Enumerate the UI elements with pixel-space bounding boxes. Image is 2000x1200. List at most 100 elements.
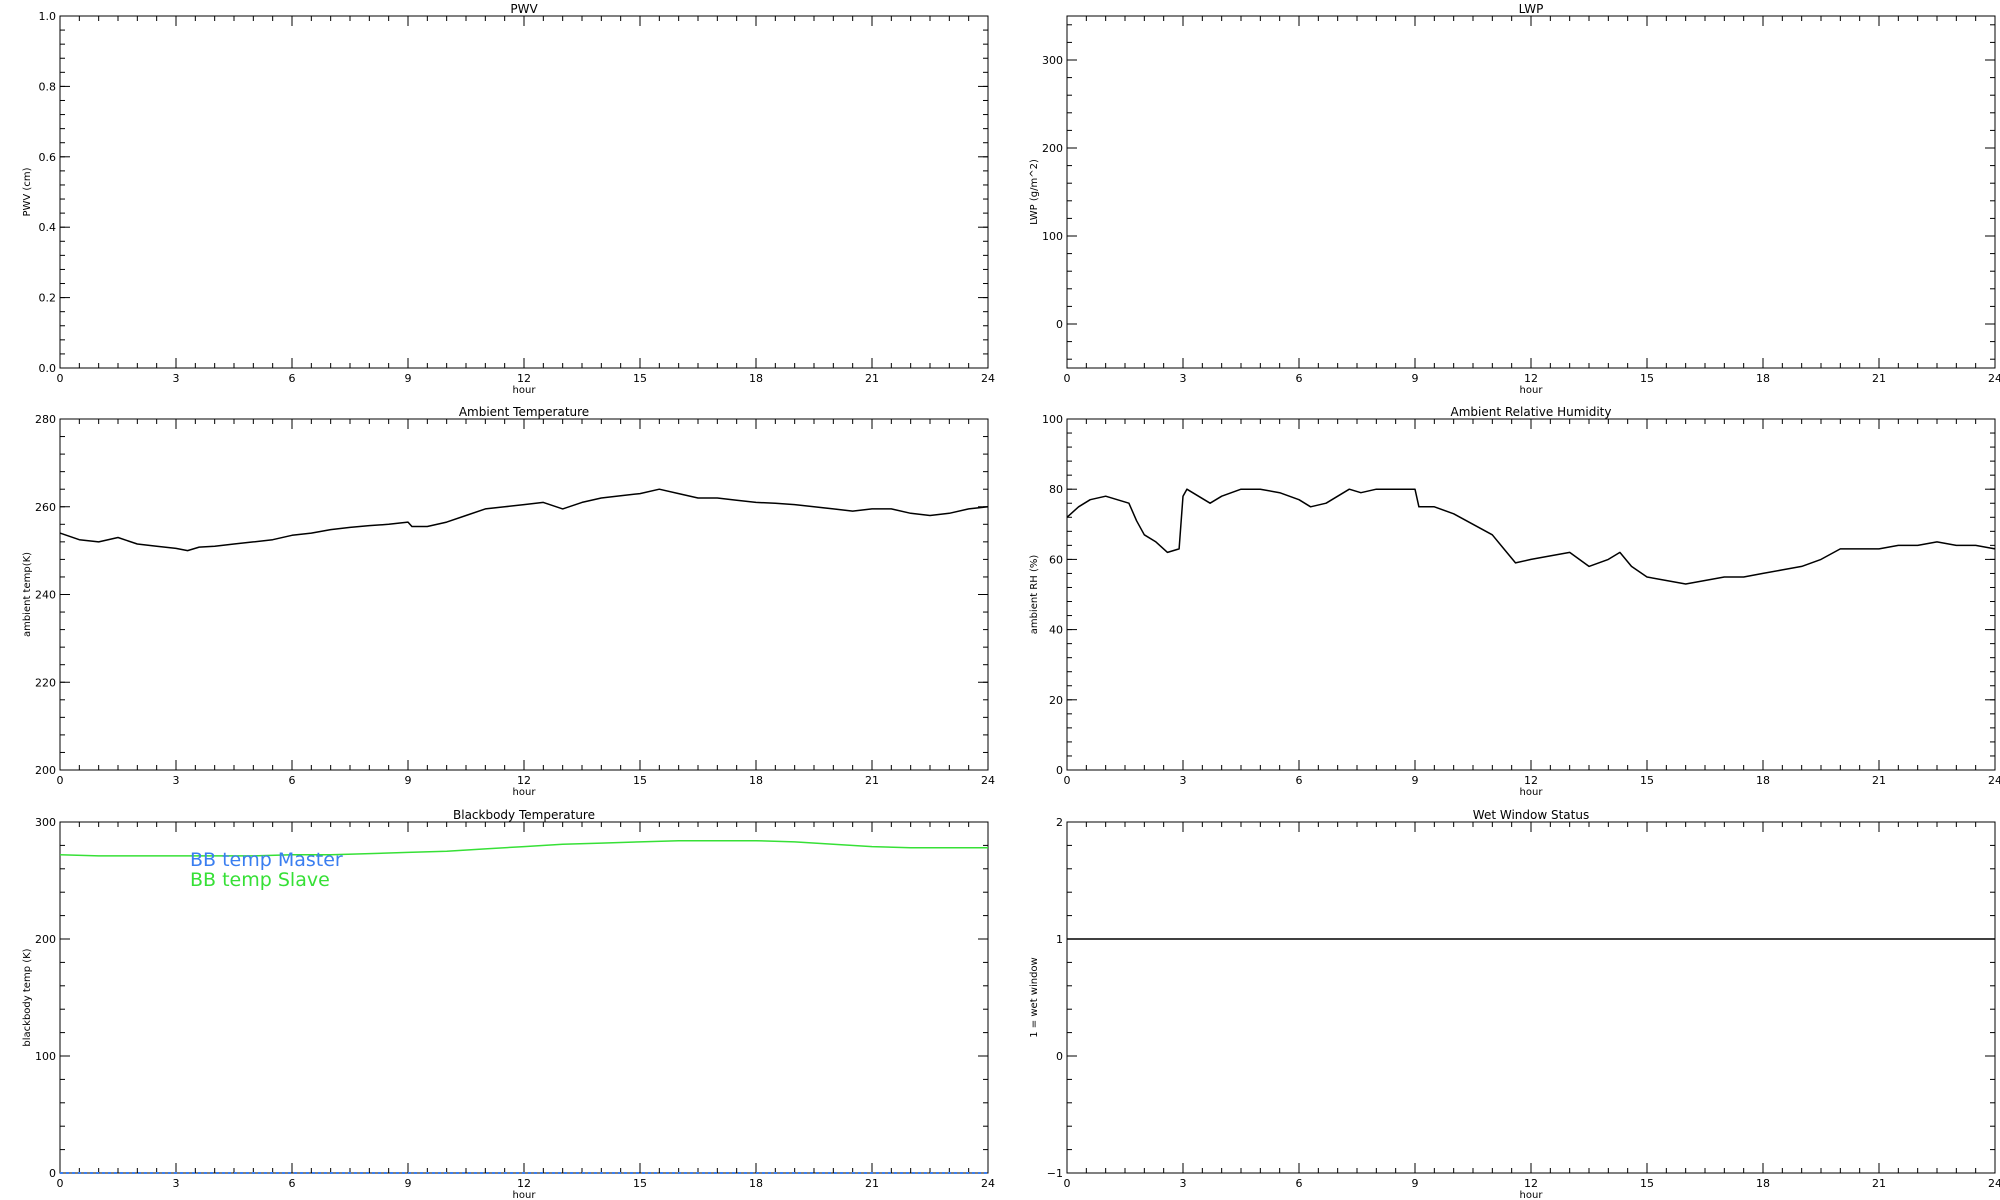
x-tick-label: 3 bbox=[1180, 774, 1187, 787]
series-line-0 bbox=[1066, 488, 1996, 585]
x-tick-label: 9 bbox=[1412, 372, 1419, 385]
x-tick-label: 12 bbox=[1524, 372, 1538, 385]
x-tick-label: 18 bbox=[1756, 372, 1770, 385]
plot-frame bbox=[59, 15, 989, 369]
x-tick-label: 6 bbox=[289, 774, 296, 787]
x-tick-label: 21 bbox=[865, 372, 879, 385]
y-tick-label: 0 bbox=[1056, 764, 1063, 777]
x-tick-label: 15 bbox=[633, 774, 647, 787]
x-tick-label: 24 bbox=[981, 774, 995, 787]
x-axis-label: hour bbox=[1520, 787, 1544, 798]
x-axis-label: hour bbox=[513, 787, 537, 798]
plot-frame bbox=[1066, 418, 1996, 771]
x-tick-label: 15 bbox=[1640, 372, 1654, 385]
x-tick-label: 18 bbox=[1756, 1177, 1770, 1190]
x-tick-label: 0 bbox=[57, 372, 64, 385]
x-tick-label: 9 bbox=[405, 774, 412, 787]
y-axis-label: LWP (g/m^2) bbox=[1029, 159, 1040, 225]
plot-frame bbox=[1066, 15, 1996, 369]
x-tick-label: 0 bbox=[57, 1177, 64, 1190]
x-tick-label: 0 bbox=[57, 774, 64, 787]
x-tick-label: 21 bbox=[1872, 372, 1886, 385]
y-tick-label: 300 bbox=[35, 816, 56, 829]
y-tick-label: 0.8 bbox=[39, 80, 57, 93]
y-tick-label: 0.2 bbox=[39, 292, 57, 305]
y-tick-label: 2 bbox=[1056, 816, 1063, 829]
x-tick-label: 0 bbox=[1064, 1177, 1071, 1190]
x-tick-label: 18 bbox=[749, 372, 763, 385]
bb-temp-panel: 0 3 6 9 12 15 18 21 24 0 100 200 300 Blackbody Temper… bbox=[22, 808, 995, 1200]
legend-entry: BB temp Slave bbox=[190, 869, 330, 891]
plot-frame bbox=[1066, 821, 1996, 1174]
x-tick-label: 6 bbox=[1296, 774, 1303, 787]
x-tick-label: 21 bbox=[1872, 774, 1886, 787]
y-tick-label: 280 bbox=[35, 413, 56, 426]
y-tick-label: 260 bbox=[35, 501, 56, 514]
legend-entry: BB temp Master bbox=[190, 849, 343, 871]
chart-title: Ambient Temperature bbox=[459, 405, 589, 419]
lwp-panel: 0 3 6 9 12 15 18 21 24 0 100 200 300 LWP hour LWP (g/m^… bbox=[1029, 2, 2000, 396]
x-tick-label: 12 bbox=[517, 774, 531, 787]
y-tick-label: 0.4 bbox=[39, 221, 57, 234]
y-tick-label: 100 bbox=[35, 1050, 56, 1063]
x-tick-label: 3 bbox=[173, 774, 180, 787]
x-tick-label: 9 bbox=[1412, 774, 1419, 787]
x-tick-label: 21 bbox=[865, 774, 879, 787]
x-tick-label: 6 bbox=[1296, 1177, 1303, 1190]
y-axis-label: PWV (cm) bbox=[22, 167, 33, 216]
x-tick-label: 6 bbox=[289, 372, 296, 385]
x-tick-label: 12 bbox=[1524, 774, 1538, 787]
y-axis-label: ambient temp(K) bbox=[22, 552, 33, 637]
chart-title: Blackbody Temperature bbox=[453, 808, 595, 822]
x-tick-label: 12 bbox=[517, 372, 531, 385]
x-tick-label: 12 bbox=[1524, 1177, 1538, 1190]
x-tick-label: 3 bbox=[1180, 1177, 1187, 1190]
x-tick-label: 21 bbox=[865, 1177, 879, 1190]
chart-title: Ambient Relative Humidity bbox=[1451, 405, 1612, 419]
y-tick-label: 40 bbox=[1049, 624, 1063, 637]
x-axis-label: hour bbox=[1520, 1190, 1544, 1200]
y-axis-label: ambient RH (%) bbox=[1029, 555, 1040, 635]
y-tick-label: 220 bbox=[35, 676, 56, 689]
x-tick-label: 15 bbox=[1640, 774, 1654, 787]
x-tick-label: 9 bbox=[405, 1177, 412, 1190]
ambient-temp-panel: 0 3 6 9 12 15 18 21 24 200 220 240 260 280 Ambient Tem… bbox=[22, 405, 995, 798]
chart-title: PWV bbox=[510, 2, 538, 16]
y-tick-label: 100 bbox=[1042, 413, 1063, 426]
x-tick-label: 6 bbox=[1296, 372, 1303, 385]
x-tick-label: 24 bbox=[1988, 372, 2000, 385]
x-tick-label: 24 bbox=[981, 1177, 995, 1190]
x-tick-label: 6 bbox=[289, 1177, 296, 1190]
y-axis-label: blackbody temp (K) bbox=[22, 948, 33, 1046]
x-tick-label: 24 bbox=[981, 372, 995, 385]
x-tick-label: 18 bbox=[1756, 774, 1770, 787]
x-tick-label: 3 bbox=[173, 1177, 180, 1190]
x-tick-label: 3 bbox=[173, 372, 180, 385]
x-tick-label: 9 bbox=[1412, 1177, 1419, 1190]
ambient-rh-panel: 0 3 6 9 12 15 18 21 24 0 20 40 60 80 100 Ambient Relati… bbox=[1029, 405, 2000, 798]
x-tick-label: 3 bbox=[1180, 372, 1187, 385]
x-tick-label: 21 bbox=[1872, 1177, 1886, 1190]
y-axis-label: 1 = wet window bbox=[1029, 957, 1040, 1037]
pwv-panel: 0 3 6 9 12 15 18 21 24 0.0 0.2 0.4 0.6 0.8 1.0 PWV hour P… bbox=[22, 2, 995, 396]
y-tick-label: 0.6 bbox=[39, 151, 57, 164]
x-axis-label: hour bbox=[1520, 385, 1544, 396]
y-tick-label: 0 bbox=[49, 1167, 56, 1180]
y-tick-label: 300 bbox=[1042, 54, 1063, 67]
x-tick-label: 0 bbox=[1064, 372, 1071, 385]
chart-title: LWP bbox=[1519, 2, 1544, 16]
y-tick-label: 20 bbox=[1049, 694, 1063, 707]
x-tick-label: 18 bbox=[749, 1177, 763, 1190]
y-tick-label: 1.0 bbox=[39, 10, 57, 23]
x-tick-label: 0 bbox=[1064, 774, 1071, 787]
x-tick-label: 24 bbox=[1988, 1177, 2000, 1190]
x-axis-label: hour bbox=[513, 385, 537, 396]
y-tick-label: 60 bbox=[1049, 553, 1063, 566]
y-tick-label: 200 bbox=[35, 933, 56, 946]
x-tick-label: 18 bbox=[749, 774, 763, 787]
y-tick-label: 0 bbox=[1056, 318, 1063, 331]
y-tick-label: 200 bbox=[35, 764, 56, 777]
plot-frame bbox=[59, 418, 989, 771]
y-tick-label: 0.0 bbox=[39, 362, 57, 375]
